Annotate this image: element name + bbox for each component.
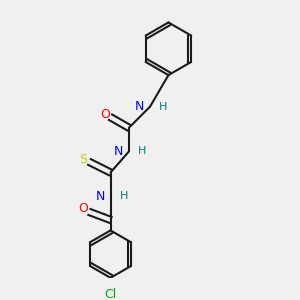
Text: H: H xyxy=(138,146,146,156)
Text: O: O xyxy=(78,202,88,214)
Text: N: N xyxy=(95,190,105,203)
Text: O: O xyxy=(100,108,110,121)
Text: N: N xyxy=(135,100,144,113)
Text: H: H xyxy=(159,102,167,112)
Text: S: S xyxy=(79,153,87,166)
Text: H: H xyxy=(119,191,128,201)
Text: Cl: Cl xyxy=(104,288,117,300)
Text: N: N xyxy=(114,145,123,158)
